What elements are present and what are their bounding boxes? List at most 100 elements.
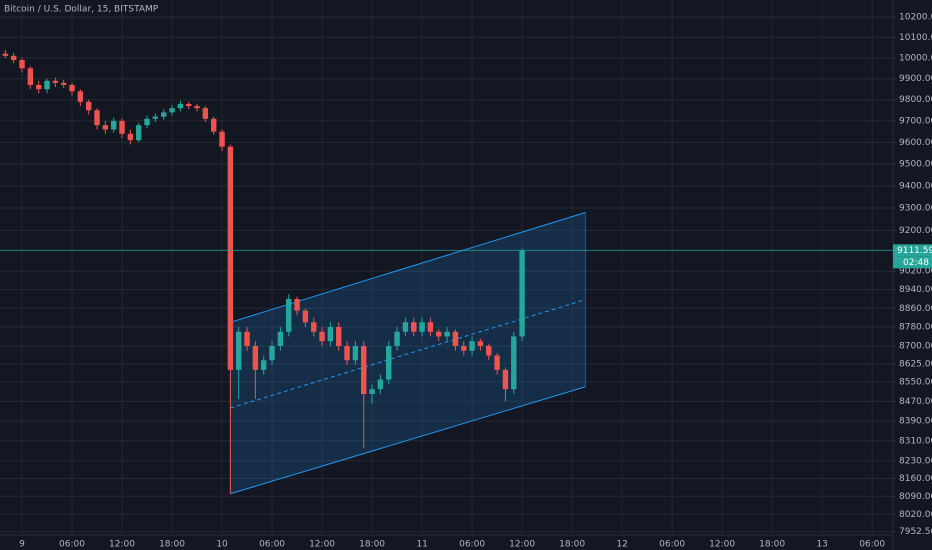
x-tick-label: 12:00 [709, 540, 735, 550]
y-tick-label: 8700.00 [899, 341, 932, 351]
candle-body [502, 369, 509, 390]
candle-body [286, 298, 292, 332]
axes: 10200.0010100.0010000.009900.009800.0097… [0, 12, 932, 550]
candle-body [69, 84, 75, 92]
x-tick-label: 06:00 [659, 540, 685, 550]
candle-body [110, 120, 117, 130]
x-tick-label: 11 [416, 540, 427, 550]
chart-title: Bitcoin / U.S. Dollar, 15, BITSTAMP [4, 5, 159, 15]
candle-body [27, 68, 34, 85]
candle-body [210, 118, 217, 132]
candle-body [352, 345, 359, 361]
x-tick-label: 18:00 [159, 540, 185, 550]
y-tick-label: 9700.00 [899, 116, 932, 126]
y-tick-label: 9500.00 [899, 160, 932, 170]
candle-body [302, 310, 309, 323]
y-tick-label: 8860.00 [899, 304, 932, 314]
y-tick-label: 9600.00 [899, 138, 932, 148]
y-tick-label: 10000.00 [899, 53, 932, 63]
last-price-label: 9111.59 [897, 246, 932, 256]
candle-body [127, 133, 134, 141]
candle-body [77, 91, 84, 102]
candle-body [152, 116, 159, 119]
candles [2, 49, 525, 494]
y-tick-label: 9300.00 [899, 204, 932, 214]
candle-body [85, 101, 92, 111]
candle-body [52, 80, 59, 83]
candle-body [94, 110, 100, 126]
x-tick-label: 12:00 [109, 540, 135, 550]
candle-body [144, 118, 150, 126]
x-tick-label: 06:00 [459, 540, 485, 550]
y-tick-label: 8780.00 [899, 323, 932, 333]
candle-body [169, 108, 175, 113]
candle-body [10, 55, 17, 60]
candle-body [227, 146, 234, 370]
candle-body [327, 327, 334, 342]
countdown-tag [893, 256, 932, 269]
candle-body [294, 298, 300, 311]
candle-body [419, 322, 425, 332]
channel-lower [230, 386, 586, 495]
candle-body [477, 341, 484, 346]
candle-body [444, 331, 450, 337]
candle-body [269, 345, 275, 361]
y-tick-label: 8940.00 [899, 285, 932, 295]
x-tick-label: 12 [616, 540, 627, 550]
candle-body [194, 106, 200, 109]
y-tick-label: 8625.00 [899, 359, 932, 369]
x-tick-label: 06:00 [259, 540, 285, 550]
x-tick-label: 18:00 [759, 540, 785, 550]
candle-body [394, 331, 400, 346]
x-tick-label: 12:00 [309, 540, 335, 550]
candle-body [60, 82, 67, 85]
candle-body [177, 103, 184, 109]
y-tick-label: 9020.00 [899, 267, 932, 277]
candle-body [436, 331, 442, 337]
candle-body [361, 345, 367, 395]
candle-body [411, 322, 417, 332]
channel-middle [230, 299, 586, 409]
x-tick-label: 13 [816, 540, 827, 550]
y-tick-label: 8390.00 [899, 416, 932, 426]
candle-body [19, 59, 25, 69]
x-tick-label: 9 [19, 540, 25, 550]
candle-body [452, 331, 459, 346]
candle-body [2, 53, 9, 56]
candle-body [461, 345, 467, 351]
candle-body [427, 322, 434, 332]
candle-body [160, 112, 167, 117]
y-tick-label: 7952.50 [899, 527, 932, 537]
candle-body [219, 131, 225, 147]
candle-body [261, 360, 267, 370]
x-tick-label: 18:00 [359, 540, 385, 550]
x-tick-label: 12:00 [509, 540, 535, 550]
grid [0, 0, 893, 535]
candle-body [277, 331, 284, 346]
x-tick-label: 06:00 [59, 540, 85, 550]
countdown-label: 02:48 [903, 258, 929, 268]
candle-body [494, 355, 500, 370]
candle-body [202, 108, 209, 119]
candle-body [486, 345, 492, 356]
y-tick-label: 9400.00 [899, 181, 932, 191]
candle-body [35, 84, 42, 90]
y-tick-label: 8470.00 [899, 397, 932, 407]
candle-body [369, 389, 375, 395]
candle-body [511, 336, 517, 390]
candle-body [102, 125, 109, 130]
y-tick-label: 8090.00 [899, 492, 932, 502]
y-tick-label: 8310.00 [899, 436, 932, 446]
candle-body [519, 250, 525, 337]
y-tick-label: 8160.00 [899, 474, 932, 484]
y-tick-label: 9900.00 [899, 74, 932, 84]
candle-body [377, 379, 384, 390]
x-tick-label: 18:00 [559, 540, 585, 550]
candle-body [119, 120, 125, 134]
candle-body [469, 341, 475, 351]
y-tick-label: 8230.00 [899, 456, 932, 466]
y-tick-label: 10100.00 [899, 33, 932, 43]
